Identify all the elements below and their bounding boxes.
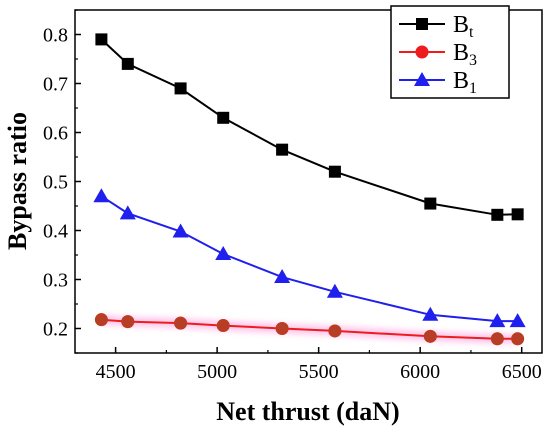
data-point-square: [174, 82, 187, 95]
data-point-square: [217, 111, 230, 124]
x-tick-label: 5000: [197, 361, 237, 383]
data-point-triangle: [489, 313, 506, 328]
x-tick-label: 6000: [400, 361, 440, 383]
data-point-overlay: [174, 316, 188, 330]
data-point-square: [276, 143, 289, 156]
y-tick-label: 0.5: [43, 172, 68, 194]
data-point-triangle: [93, 188, 110, 203]
data-point-square: [511, 208, 524, 221]
data-point-triangle: [326, 283, 343, 298]
data-point-overlay: [216, 319, 230, 333]
data-point-triangle: [172, 223, 189, 238]
legend-label: Bt: [453, 12, 474, 41]
legend-label-base: B: [453, 40, 469, 66]
series-Bt: [95, 33, 524, 221]
data-point-triangle: [422, 306, 439, 321]
x-tick-label: 5500: [299, 361, 339, 383]
data-point-square: [121, 57, 134, 70]
axes: 4500 5000 5500 6000 6500 0.2 0.3 0.4 0.5 0.6 0.7 0.…: [43, 9, 542, 383]
legend-label: B1: [453, 68, 477, 97]
data-point-overlay: [490, 332, 504, 346]
y-axis-title: Bypass ratio: [3, 112, 32, 250]
y-tick-label: 0.3: [43, 270, 68, 292]
data-point-overlay: [275, 322, 289, 335]
data-point-triangle: [274, 269, 291, 284]
data-point-square: [328, 165, 341, 178]
series-layer: [93, 33, 526, 346]
y-tick-label: 0.8: [43, 25, 68, 47]
series-B1: [93, 188, 526, 328]
legend-item-B3: B3: [399, 40, 477, 69]
series-line: [100, 195, 518, 323]
legend-label-subscript: 1: [469, 80, 477, 97]
legend-item-B1: B1: [399, 68, 477, 97]
data-point-triangle: [414, 72, 430, 86]
data-point-overlay: [328, 324, 342, 338]
data-point-triangle: [119, 205, 136, 220]
data-point-overlay: [511, 332, 525, 346]
legend-label-base: B: [453, 12, 469, 38]
data-point-square: [416, 18, 428, 30]
y-tick-label: 0.4: [43, 221, 68, 243]
legend-label-subscript: t: [469, 24, 474, 41]
y-tick-label: 0.2: [43, 319, 68, 341]
y-tick-label: 0.7: [43, 74, 68, 96]
legend-item-Bt: Bt: [399, 12, 474, 41]
y-tick-label: 0.6: [43, 123, 68, 145]
data-point-overlay: [121, 315, 135, 329]
legend-label: B3: [453, 40, 477, 69]
data-point-square: [424, 197, 437, 210]
x-tick-label: 4500: [96, 361, 136, 383]
data-point-circle: [415, 45, 429, 59]
data-point-square: [491, 208, 504, 221]
data-point-triangle: [509, 313, 526, 328]
x-tick-label: 6500: [502, 361, 542, 383]
data-point-overlay: [423, 329, 437, 343]
x-axis-title: Net thrust (daN): [216, 397, 399, 426]
data-point-overlay: [94, 313, 108, 327]
data-point-square: [95, 33, 108, 46]
series-B3: [94, 313, 525, 346]
legend-label-subscript: 3: [469, 52, 477, 69]
legend-label-base: B: [453, 68, 469, 94]
data-point-triangle: [215, 246, 232, 261]
